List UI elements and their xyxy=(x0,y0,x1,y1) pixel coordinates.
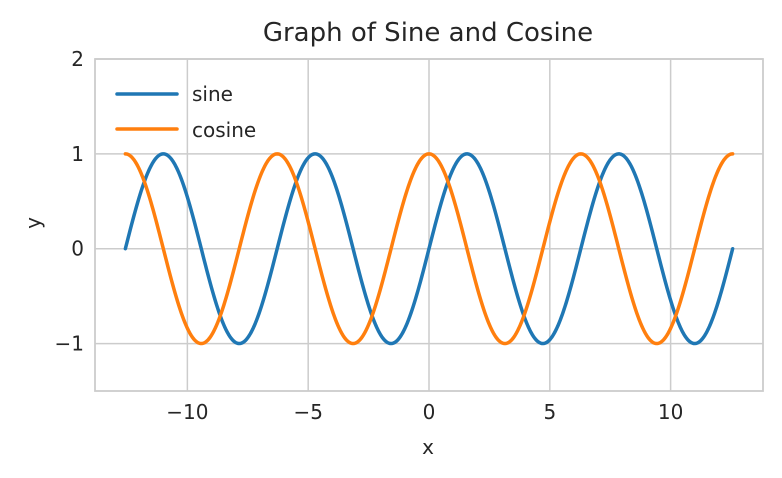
series-line-sine xyxy=(123,152,735,346)
x-tick-label: 0 xyxy=(423,400,436,424)
x-tick-label: −10 xyxy=(166,400,208,424)
x-tick-label: −5 xyxy=(293,400,322,424)
x-axis-label: x xyxy=(422,435,434,459)
plot-frame xyxy=(94,58,764,392)
y-tick-label: 2 xyxy=(71,47,84,71)
x-tick-label: 10 xyxy=(658,400,683,424)
y-tick-label: 0 xyxy=(71,237,84,261)
series-layer xyxy=(123,152,735,346)
legend-label-sine: sine xyxy=(192,82,233,106)
chart-title: Graph of Sine and Cosine xyxy=(263,18,593,48)
series-line-cosine xyxy=(123,152,735,346)
y-tick-label: 1 xyxy=(71,142,84,166)
y-tick-label: −1 xyxy=(55,332,84,356)
x-tick-label: 5 xyxy=(543,400,556,424)
legend: sine cosine xyxy=(115,82,256,142)
legend-label-cosine: cosine xyxy=(192,118,256,142)
y-axis-label: y xyxy=(21,217,45,229)
axis-layer xyxy=(94,58,764,392)
